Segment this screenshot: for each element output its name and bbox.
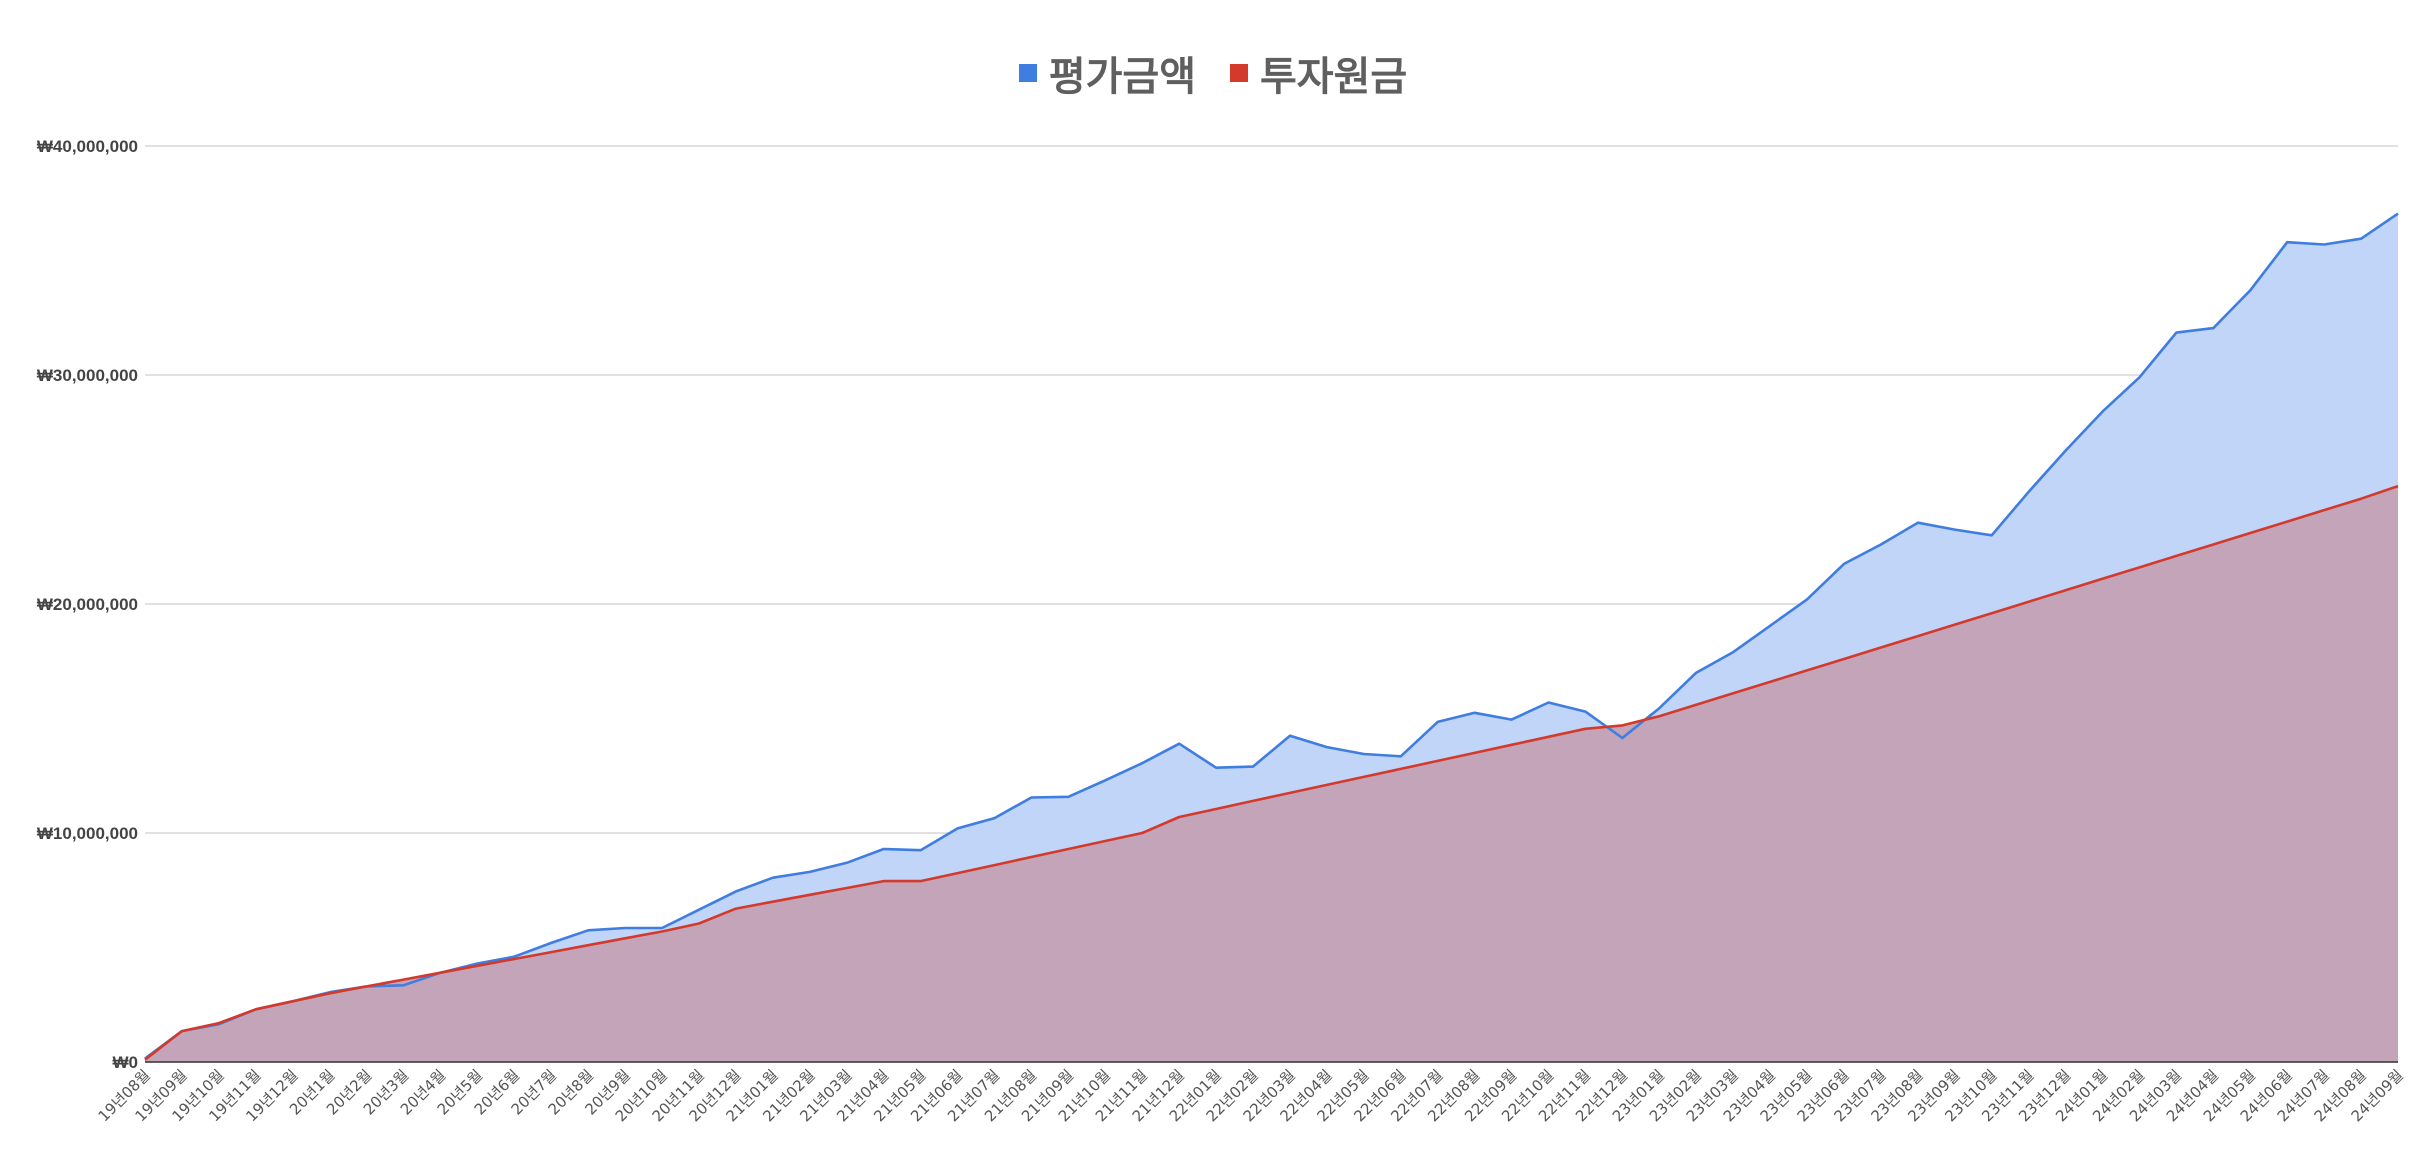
legend-swatch-principal (1229, 64, 1248, 82)
y-tick-label: ₩30,000,000 (37, 366, 138, 385)
y-tick-label: ₩10,000,000 (37, 824, 138, 843)
y-tick-label: ₩0 (113, 1053, 139, 1072)
series-line-2 (144, 484, 2399, 1061)
series-areas (145, 213, 2398, 1063)
legend-label-eval: 평가금액 (1048, 54, 1197, 100)
y-tick-label: ₩40,000,000 (37, 137, 138, 156)
y-tick-label: ₩20,000,000 (37, 595, 138, 614)
legend-swatch-eval (1018, 64, 1037, 82)
x-axis: 19년08월19년09월19년10월19년11월19년12월20년1월20년2월… (95, 1061, 2407, 1125)
legend-label-principal: 투자원금 (1259, 54, 1408, 100)
legend-item-eval: 평가금액 (1018, 44, 1197, 102)
series-area-2 (145, 486, 2398, 1063)
series-lines (144, 212, 2399, 1061)
series-line-1 (144, 212, 2399, 1060)
legend-item-principal: 투자원금 (1229, 44, 1408, 102)
y-axis: ₩0 ₩10,000,000 ₩20,000,000 ₩30,000,000 ₩40,0… (37, 137, 138, 1072)
chart-legend: 평가금액 투자원금 (0, 44, 2426, 102)
